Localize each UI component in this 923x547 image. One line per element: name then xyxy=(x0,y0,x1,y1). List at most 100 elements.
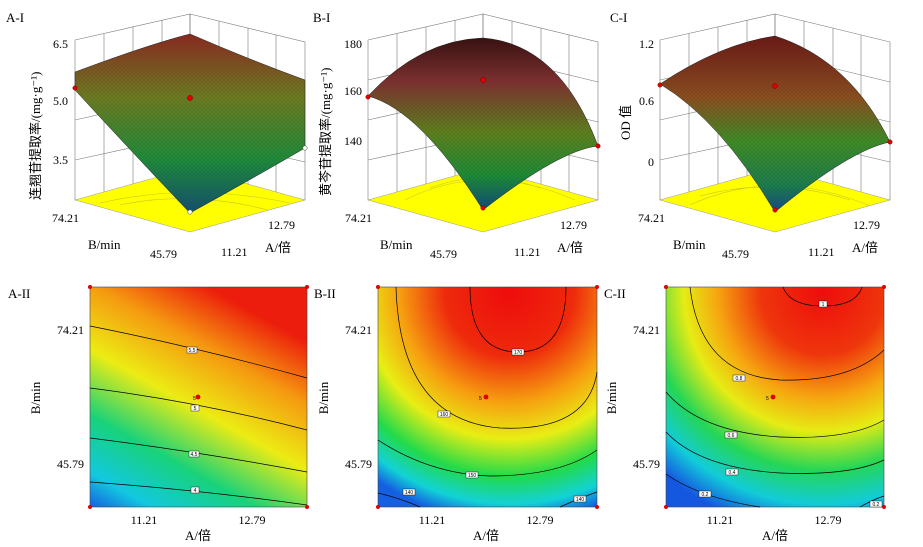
svg-text:0.8: 0.8 xyxy=(736,376,743,382)
design-points xyxy=(664,285,886,509)
center-point-label: 5 xyxy=(479,396,482,402)
svg-text:140: 140 xyxy=(576,497,585,503)
z-tick: 5.0 xyxy=(53,94,68,108)
z-tick: 160 xyxy=(344,84,362,98)
b-tick: 45.79 xyxy=(722,247,749,261)
surface-corner-points xyxy=(72,85,308,215)
contour-label: 150 xyxy=(465,471,479,479)
z-ticks: 6.5 5.0 3.5 xyxy=(53,37,68,167)
panel-c-ii: C-II 1 0.8 0.6 0.4 0.2 0.2 5 74.21 45.79… xyxy=(604,285,886,543)
b-tick: 45.79 xyxy=(430,247,457,261)
design-points xyxy=(88,285,309,509)
z-tick: 3.5 xyxy=(53,153,68,167)
b-tick: 45.79 xyxy=(150,247,177,261)
z-tick: 0.6 xyxy=(639,94,654,108)
b-axis-label: B/min xyxy=(380,237,413,252)
contour-label: 4.5 xyxy=(188,450,200,458)
svg-text:150: 150 xyxy=(468,473,477,479)
x-tick: 12.79 xyxy=(815,513,842,527)
contour-labels: 5.5 5 4.5 4 xyxy=(186,346,200,494)
svg-text:4.5: 4.5 xyxy=(191,452,198,458)
contour-lines xyxy=(89,325,308,506)
b-tick: 74.21 xyxy=(345,211,372,225)
a-tick: 11.21 xyxy=(221,245,248,259)
a-axis-label: A/倍 xyxy=(852,240,878,255)
z-ticks: 1.2 0.6 0 xyxy=(639,37,654,169)
panel-label: B-II xyxy=(314,286,336,301)
y-axis-label: B/min xyxy=(316,381,331,414)
b-tick: 74.21 xyxy=(638,211,665,225)
panel-label: A-I xyxy=(6,10,24,25)
svg-text:0.2: 0.2 xyxy=(873,502,880,508)
surface-corner-points xyxy=(365,77,601,211)
x-tick: 11.21 xyxy=(707,513,734,527)
contour-label: 4 xyxy=(190,486,200,494)
y-axis-label: B/min xyxy=(28,381,43,414)
z-tick: 0 xyxy=(648,155,654,169)
svg-text:5.5: 5.5 xyxy=(189,348,196,354)
panel-b-i: B-I 180 160 140 黄芩苷提取率/(mg·g⁻¹) 74.21 45… xyxy=(313,10,601,261)
contour-label: 0.6 xyxy=(724,431,738,439)
panel-b-ii: B-II 170 160 150 140 140 5 74.21 45.79 1… xyxy=(314,285,599,543)
panel-a-i: A-I 6.5 5.0 3.5 连翘苷提取率/(mg·g⁻¹) 74.21 45… xyxy=(6,10,308,261)
svg-text:1: 1 xyxy=(822,302,825,308)
z-axis-label: 连翘苷提取率/(mg·g⁻¹) xyxy=(28,72,43,200)
z-ticks: 180 160 140 xyxy=(344,37,362,148)
surface-mesh xyxy=(75,34,305,213)
center-point-label: 5 xyxy=(193,396,196,402)
surface-mesh xyxy=(368,38,598,210)
svg-text:0.6: 0.6 xyxy=(728,433,735,439)
contour-label: 0.2 xyxy=(698,490,712,498)
contour-label: 140 xyxy=(402,488,416,496)
a-axis-label: A/倍 xyxy=(265,240,291,255)
a-tick: 12.79 xyxy=(853,218,880,232)
b-tick: 74.21 xyxy=(52,211,79,225)
z-axis-label: 黄芩苷提取率/(mg·g⁻¹) xyxy=(318,68,333,196)
x-tick: 11.21 xyxy=(419,513,446,527)
z-tick: 180 xyxy=(344,37,362,51)
y-tick: 45.79 xyxy=(633,457,660,471)
panel-label: A-II xyxy=(8,286,30,301)
panel-label: C-I xyxy=(610,10,627,25)
panel-label: B-I xyxy=(313,10,330,25)
center-point-label: 5 xyxy=(766,396,769,402)
contour-label: 1 xyxy=(818,300,828,308)
x-tick: 12.79 xyxy=(239,513,266,527)
z-axis-label: OD 值 xyxy=(618,105,633,140)
y-tick: 74.21 xyxy=(57,323,84,337)
b-axis-label: B/min xyxy=(673,237,706,252)
a-tick: 11.21 xyxy=(808,245,835,259)
x-axis-label: A/倍 xyxy=(473,528,499,543)
contour-labels: 170 160 150 140 140 xyxy=(402,348,587,503)
panel-c-i: C-I 1.2 0.6 0 OD 值 74.21 45.79 B/min 12.… xyxy=(610,10,893,261)
x-tick: 11.21 xyxy=(131,513,158,527)
contour-label: 170 xyxy=(511,348,525,356)
contour-label: 0.2 xyxy=(869,500,883,508)
y-tick: 45.79 xyxy=(345,457,372,471)
x-axis-label: A/倍 xyxy=(185,528,211,543)
surface-mesh xyxy=(660,36,890,212)
contour-label: 140 xyxy=(573,495,587,503)
svg-text:5: 5 xyxy=(194,406,197,412)
contour-labels: 1 0.8 0.6 0.4 0.2 0.2 xyxy=(698,300,883,508)
a-tick: 11.21 xyxy=(514,245,541,259)
z-tick: 6.5 xyxy=(53,37,68,51)
svg-text:0.2: 0.2 xyxy=(702,492,709,498)
a-axis-label: A/倍 xyxy=(557,240,583,255)
y-tick: 45.79 xyxy=(57,457,84,471)
b-axis-label: B/min xyxy=(88,237,121,252)
x-tick: 12.79 xyxy=(527,513,554,527)
svg-text:160: 160 xyxy=(440,412,449,418)
svg-text:170: 170 xyxy=(514,350,523,356)
design-points xyxy=(376,285,599,509)
svg-text:0.4: 0.4 xyxy=(729,470,736,476)
y-axis-label: B/min xyxy=(604,381,619,414)
contour-label: 0.4 xyxy=(725,468,739,476)
z-tick: 1.2 xyxy=(639,37,654,51)
y-tick: 74.21 xyxy=(345,323,372,337)
a-tick: 12.79 xyxy=(268,218,295,232)
panel-a-ii: A-II 5.5 5 4.5 4 5 74.21 45.79 11.21 12.… xyxy=(8,285,309,543)
svg-text:4: 4 xyxy=(194,488,197,494)
panel-label: C-II xyxy=(604,286,626,301)
